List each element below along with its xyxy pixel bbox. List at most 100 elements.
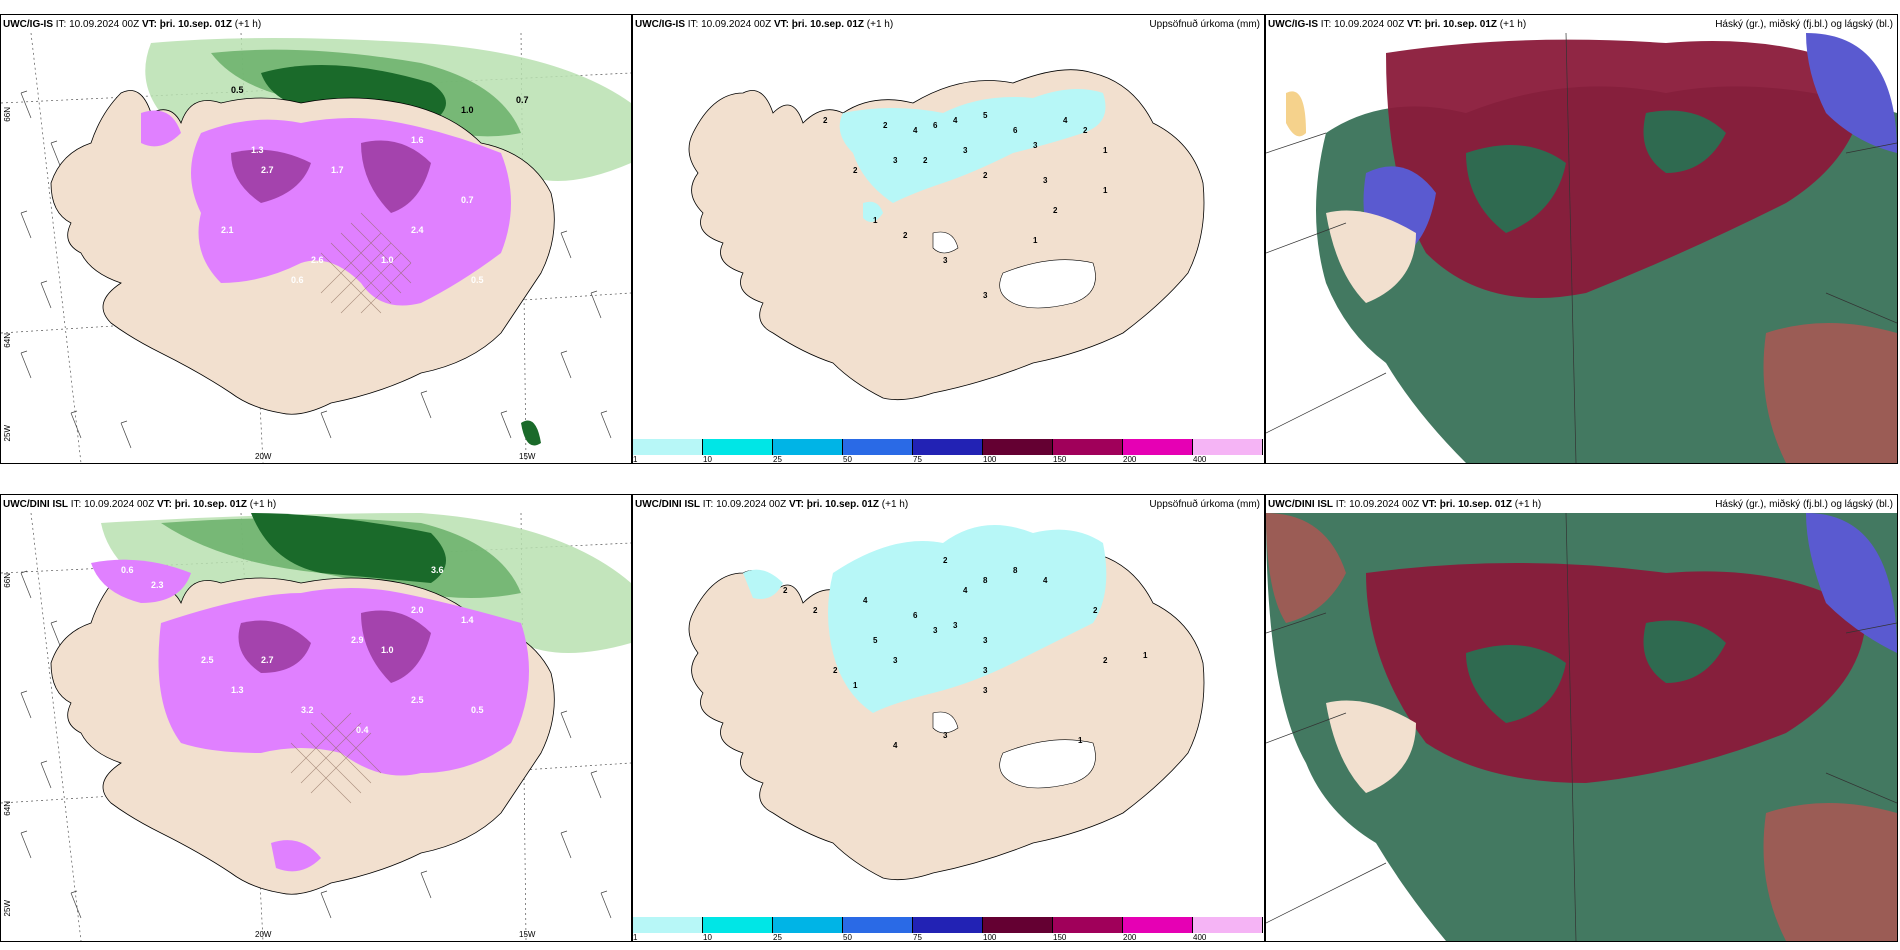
svg-text:1: 1 [1143, 651, 1148, 660]
svg-text:2.0: 2.0 [411, 605, 424, 615]
colorbar-label: 75 [913, 455, 922, 464]
colorbar-label: 25 [773, 455, 782, 464]
colorbar-cell [633, 917, 703, 933]
colorbar-label: 75 [913, 933, 922, 942]
svg-text:1.7: 1.7 [331, 165, 344, 175]
colorbar-label: 200 [1123, 455, 1137, 464]
colorbar-cell [983, 439, 1053, 455]
colorbar-cell [1193, 439, 1263, 455]
svg-text:3: 3 [983, 686, 988, 695]
svg-text:5: 5 [983, 111, 988, 120]
svg-text:2: 2 [1093, 606, 1098, 615]
colorbar-cell [773, 439, 843, 455]
svg-text:2: 2 [833, 666, 838, 675]
colorbar-label: 50 [843, 455, 852, 464]
svg-text:1: 1 [853, 681, 858, 690]
svg-text:3: 3 [943, 256, 948, 265]
svg-text:0.5: 0.5 [471, 705, 484, 715]
colorbar-cell [913, 439, 983, 455]
svg-text:2.7: 2.7 [261, 655, 274, 665]
panel-header: UWC/DINI ISL IT: 10.09.2024 00Z VT: þri.… [3, 499, 277, 510]
lon-20-label: 20W [255, 930, 272, 939]
svg-text:3: 3 [893, 156, 898, 165]
svg-text:1.0: 1.0 [381, 255, 394, 265]
svg-text:3: 3 [983, 666, 988, 675]
colorbar-label: 10 [703, 455, 712, 464]
svg-text:2: 2 [813, 606, 818, 615]
svg-text:2: 2 [983, 171, 988, 180]
svg-text:2: 2 [903, 231, 908, 240]
svg-text:3: 3 [983, 291, 988, 300]
lat-64-label: 64N [3, 801, 12, 816]
svg-text:3: 3 [953, 621, 958, 630]
panel-header: UWC/IG-IS IT: 10.09.2024 00Z VT: þri. 10… [3, 19, 262, 30]
colorbar-label: 200 [1123, 933, 1137, 942]
colorbar-cell [703, 439, 773, 455]
svg-text:4: 4 [1063, 116, 1068, 125]
lon-25-label: 25W [3, 425, 12, 442]
colorbar-label: 50 [843, 933, 852, 942]
svg-text:0.6: 0.6 [121, 565, 134, 575]
accumulated-precip-map: 2 2 4 6 4 5 6 3 2 4 1 2 3 2 3 2 1 3 3 2 … [688, 69, 1205, 401]
panel-clouds-bottom: UWC/DINI ISL IT: 10.09.2024 00Z VT: þri.… [1265, 494, 1898, 942]
colorbar-cell [913, 917, 983, 933]
colorbar-label: 150 [1053, 933, 1067, 942]
colorbar-cell [1123, 439, 1193, 455]
svg-text:0.7: 0.7 [461, 195, 474, 205]
svg-text:1.0: 1.0 [381, 645, 394, 655]
cloud-cover-map [1266, 33, 1897, 463]
svg-text:3: 3 [1033, 141, 1038, 150]
colorbar-cell [1123, 917, 1193, 933]
svg-text:0.4: 0.4 [356, 725, 369, 735]
colorbar-label: 1 [633, 455, 638, 464]
panel-precip-top: UWC/IG-IS IT: 10.09.2024 00Z VT: þri. 10… [632, 14, 1265, 464]
lat-66-label: 66N [3, 107, 12, 122]
colorbar-label: 100 [983, 455, 997, 464]
svg-text:1.6: 1.6 [411, 135, 424, 145]
svg-text:2.5: 2.5 [201, 655, 214, 665]
svg-text:2: 2 [943, 556, 948, 565]
svg-text:2: 2 [1103, 656, 1108, 665]
colorbar-cell [1193, 917, 1263, 933]
svg-text:5: 5 [873, 636, 878, 645]
svg-text:2: 2 [923, 156, 928, 165]
svg-text:2.9: 2.9 [351, 635, 364, 645]
colorbar-label: 1 [633, 933, 638, 942]
svg-text:0.5: 0.5 [231, 85, 244, 95]
panel-title: Uppsöfnuð úrkoma (mm) [1149, 19, 1260, 30]
wind-barbs [20, 90, 612, 449]
colorbar-cell [773, 917, 843, 933]
svg-text:4: 4 [953, 116, 958, 125]
svg-text:1: 1 [1078, 736, 1083, 745]
svg-text:3: 3 [933, 626, 938, 635]
svg-text:1.3: 1.3 [231, 685, 244, 695]
svg-text:3: 3 [983, 636, 988, 645]
panel-wind-top: UWC/IG-IS IT: 10.09.2024 00Z VT: þri. 10… [0, 14, 632, 464]
svg-text:1.3: 1.3 [251, 145, 264, 155]
colorbar-cell [1053, 439, 1123, 455]
panel-wind-bottom: UWC/DINI ISL IT: 10.09.2024 00Z VT: þri.… [0, 494, 632, 942]
colorbar-cell [703, 917, 773, 933]
accumulated-precip-map: 2 2 4 2 4 6 8 8 4 3 2 5 3 3 3 2 1 3 3 4 … [688, 525, 1205, 881]
svg-text:1.0: 1.0 [461, 105, 474, 115]
svg-text:3: 3 [963, 146, 968, 155]
lat-66-label: 66N [3, 573, 12, 588]
panel-header: UWC/DINI ISL IT: 10.09.2024 00Z VT: þri.… [1268, 499, 1542, 510]
colorbar-cell [633, 439, 703, 455]
wind-precip-map: 0.6 2.3 2.5 2.7 2.9 3.6 1.4 2.0 1.3 3.2 … [1, 513, 631, 941]
colorbar-label: 25 [773, 933, 782, 942]
svg-text:4: 4 [963, 586, 968, 595]
svg-text:3: 3 [893, 656, 898, 665]
wind-precip-map: 0.5 0.7 1.0 1.6 2.1 2.7 1.7 0.7 2.6 0.5 … [1, 33, 631, 463]
colorbar-cell [1053, 917, 1123, 933]
svg-text:8: 8 [1013, 566, 1018, 575]
svg-text:1.4: 1.4 [461, 615, 474, 625]
svg-text:2.7: 2.7 [261, 165, 274, 175]
colorbar-label: 150 [1053, 455, 1067, 464]
svg-text:8: 8 [983, 576, 988, 585]
lon-25-label: 25W [3, 900, 12, 917]
svg-text:0.7: 0.7 [516, 95, 529, 105]
svg-text:0.6: 0.6 [291, 275, 304, 285]
svg-text:3: 3 [943, 731, 948, 740]
colorbar-cell [843, 439, 913, 455]
